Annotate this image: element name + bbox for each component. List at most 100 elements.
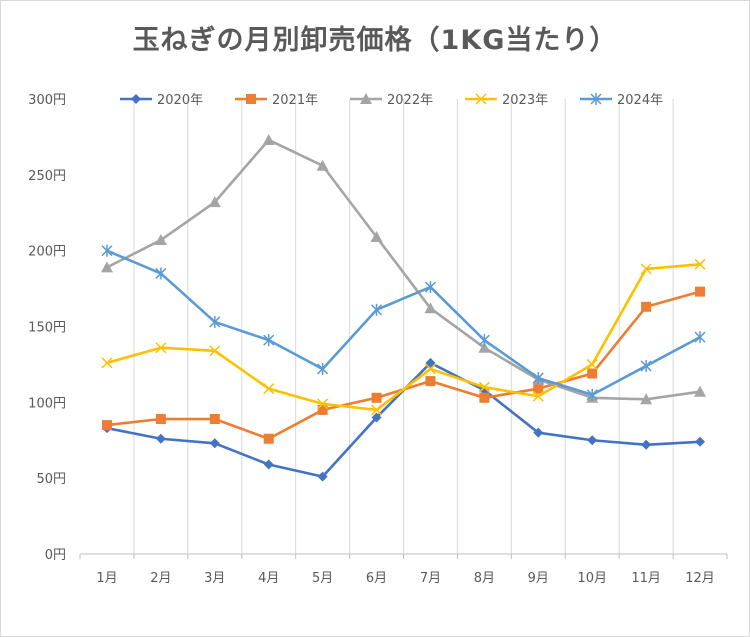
x-tick-label: 9月 [528, 571, 549, 586]
data-point [100, 261, 113, 273]
legend-marker [246, 94, 256, 104]
data-point [371, 303, 383, 316]
data-point [263, 334, 275, 347]
legend: 2020年 2021年 2022年 2023年 2024年 [120, 93, 663, 108]
legend-item: 2022年 [350, 93, 433, 108]
series-layer [100, 133, 707, 482]
data-point [694, 385, 707, 397]
y-tick-label: 100円 [28, 396, 66, 411]
data-point [640, 393, 653, 405]
data-point [155, 414, 166, 425]
data-point [425, 357, 436, 368]
y-tick-label: 250円 [28, 169, 66, 184]
legend-label: 2022年 [387, 93, 433, 108]
data-point [695, 436, 706, 447]
x-tick-label: 3月 [204, 571, 225, 586]
data-point [586, 358, 598, 370]
data-point [478, 341, 491, 353]
x-tick-label: 7月 [420, 571, 441, 586]
data-point [155, 433, 166, 444]
data-point [533, 427, 544, 438]
data-point [640, 359, 652, 372]
legend-item: 2021年 [235, 93, 318, 108]
data-point [317, 471, 328, 482]
data-point [370, 231, 383, 243]
data-point [209, 414, 220, 425]
data-point [155, 342, 167, 354]
x-tick-label: 5月 [312, 571, 333, 586]
data-point [640, 263, 652, 275]
data-point [101, 357, 113, 369]
data-point [371, 412, 382, 423]
data-point [424, 363, 436, 375]
data-point [209, 315, 221, 328]
data-point [263, 433, 274, 444]
data-point [155, 267, 167, 280]
x-tick-label: 10月 [577, 571, 607, 586]
data-point [317, 404, 328, 415]
legend-marker [590, 93, 602, 105]
y-tick-label: 150円 [28, 321, 66, 336]
legend-label: 2023年 [502, 93, 548, 108]
series-line [105, 263, 702, 412]
y-tick-label: 200円 [28, 245, 66, 260]
data-point [532, 372, 544, 385]
data-point [317, 362, 329, 375]
legend-label: 2024年 [617, 93, 663, 108]
data-point [425, 376, 436, 387]
data-point [317, 398, 329, 410]
data-point [641, 439, 652, 450]
legend-item: 2023年 [465, 93, 548, 108]
y-tick-label: 0円 [45, 548, 66, 563]
data-point [316, 159, 329, 171]
data-point [587, 368, 598, 379]
data-point [478, 381, 490, 393]
x-tick-label: 4月 [258, 571, 279, 586]
data-point [209, 345, 221, 357]
data-point [208, 196, 221, 208]
data-point [371, 404, 383, 416]
data-point [371, 392, 382, 403]
data-point [694, 331, 706, 344]
legend-label: 2020年 [157, 93, 203, 108]
axes: 0円 50円 100円 150円 200円 250円 300円 1月 2月 3月 4月 5月 6月 7月 8… [28, 93, 728, 586]
data-point [101, 420, 112, 431]
data-point [586, 388, 598, 401]
data-point [263, 459, 274, 470]
legend-item: 2024年 [580, 93, 663, 108]
legend-item: 2020年 [120, 93, 203, 108]
data-point [424, 281, 436, 294]
data-point [478, 334, 490, 347]
x-tick-label: 12月 [685, 571, 715, 586]
data-point [479, 392, 490, 403]
data-point [587, 435, 598, 446]
y-tick-label: 50円 [36, 472, 66, 487]
data-point [154, 234, 167, 246]
data-point [101, 244, 113, 257]
data-point [694, 258, 706, 270]
y-tick-label: 300円 [28, 93, 66, 108]
series-2024年 [101, 244, 706, 401]
chart-title: 玉ねぎの月別卸売価格（1KG当たり） [132, 25, 618, 56]
data-point [533, 383, 544, 394]
legend-label: 2021年 [272, 93, 318, 108]
data-point [641, 301, 652, 312]
data-point [695, 286, 706, 297]
series-line [105, 249, 702, 397]
legend-marker [131, 94, 141, 104]
data-point [209, 438, 220, 449]
x-tick-label: 6月 [366, 571, 387, 586]
x-tick-label: 8月 [474, 571, 495, 586]
series-2023年 [101, 258, 706, 416]
x-tick-label: 2月 [150, 571, 171, 586]
x-tick-label: 1月 [96, 571, 117, 586]
data-point [263, 383, 275, 395]
data-point [424, 302, 437, 314]
legend-marker [360, 93, 372, 104]
legend-marker [475, 93, 487, 105]
series-line [105, 138, 702, 401]
data-point [532, 390, 544, 402]
x-tick-label: 11月 [631, 571, 661, 586]
